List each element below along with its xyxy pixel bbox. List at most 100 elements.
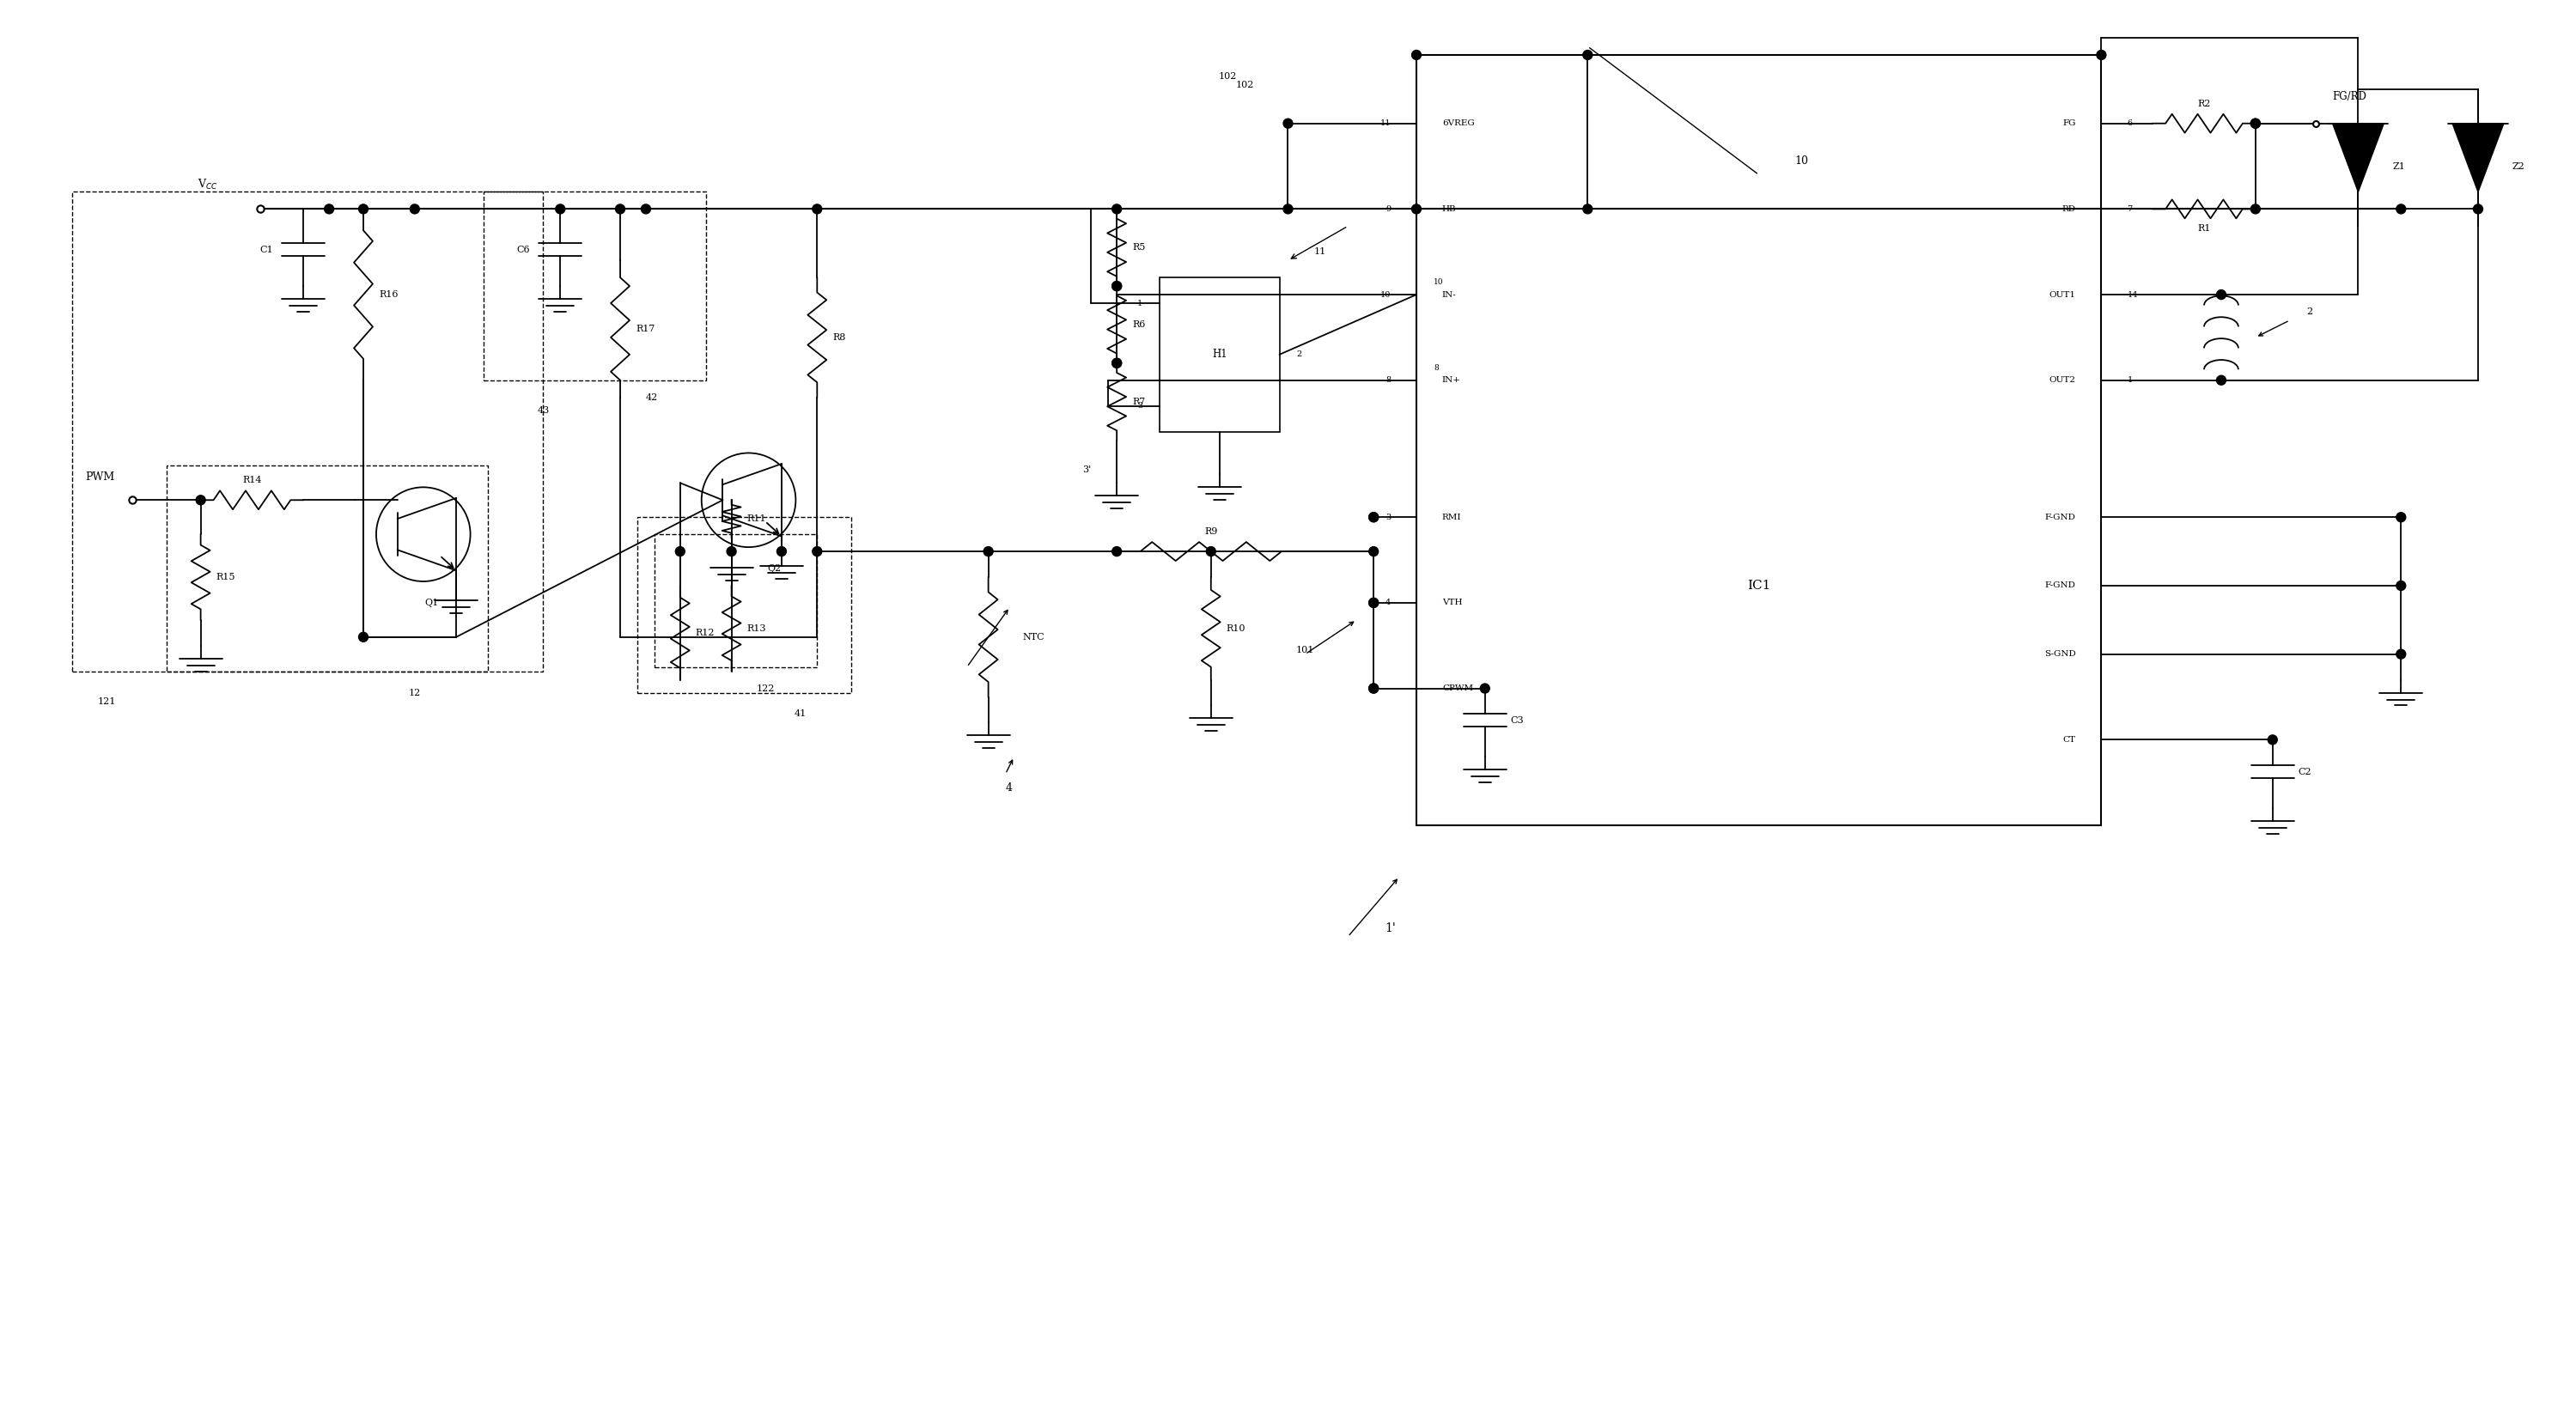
Circle shape <box>1481 684 1489 693</box>
Text: 101: 101 <box>1296 646 1314 655</box>
Text: R6: R6 <box>1133 320 1146 329</box>
Circle shape <box>1113 358 1121 368</box>
Text: 43: 43 <box>536 406 549 415</box>
Circle shape <box>984 546 994 556</box>
Text: 122: 122 <box>757 684 775 693</box>
Text: HB: HB <box>1443 205 1455 213</box>
Text: R1: R1 <box>2197 224 2210 233</box>
Circle shape <box>410 205 420 213</box>
Circle shape <box>1582 205 1592 213</box>
Circle shape <box>2215 375 2226 385</box>
Text: 3': 3' <box>1082 466 1092 474</box>
Circle shape <box>811 205 822 213</box>
Circle shape <box>2251 119 2259 128</box>
Circle shape <box>1368 598 1378 608</box>
Text: 3: 3 <box>1136 402 1141 409</box>
Text: 121: 121 <box>98 697 116 706</box>
Text: 14: 14 <box>2128 291 2138 299</box>
Text: IN-: IN- <box>1443 291 1455 299</box>
Text: IN+: IN+ <box>1443 377 1461 384</box>
Text: C2: C2 <box>2298 768 2311 776</box>
Text: RMI: RMI <box>1443 514 1461 521</box>
Text: OUT2: OUT2 <box>2048 377 2076 384</box>
Text: 1: 1 <box>1136 299 1141 308</box>
Circle shape <box>556 205 564 213</box>
Text: R5: R5 <box>1133 243 1146 251</box>
Circle shape <box>325 205 335 213</box>
Circle shape <box>1412 51 1422 59</box>
Bar <box>636 518 850 693</box>
Text: 11: 11 <box>1381 120 1391 127</box>
Text: PWM: PWM <box>85 471 116 483</box>
Text: 102: 102 <box>1218 72 1236 80</box>
Circle shape <box>358 205 368 213</box>
Text: FG/RD: FG/RD <box>2331 90 2367 102</box>
Text: 102: 102 <box>1236 80 1255 89</box>
Circle shape <box>1368 512 1378 522</box>
Circle shape <box>1283 205 1293 213</box>
Text: Z1: Z1 <box>2393 162 2406 171</box>
Bar <box>72 192 544 672</box>
Text: 10: 10 <box>1381 291 1391 299</box>
Circle shape <box>641 205 652 213</box>
Text: F-GND: F-GND <box>2045 514 2076 521</box>
Text: 10: 10 <box>1435 278 1443 286</box>
Text: FG: FG <box>2063 120 2076 127</box>
Text: C6: C6 <box>518 246 531 254</box>
Text: R9: R9 <box>1206 528 1218 536</box>
Text: R15: R15 <box>216 573 234 581</box>
Text: 41: 41 <box>793 710 806 718</box>
Polygon shape <box>2331 123 2383 192</box>
Circle shape <box>2267 735 2277 745</box>
Text: 8: 8 <box>1386 377 1391 384</box>
Circle shape <box>2396 512 2406 522</box>
Circle shape <box>1113 358 1121 368</box>
Circle shape <box>2396 649 2406 659</box>
Circle shape <box>2215 289 2226 299</box>
Bar <box>1417 55 2102 825</box>
Circle shape <box>1368 684 1378 693</box>
Circle shape <box>778 546 786 556</box>
Text: R7: R7 <box>1133 398 1146 406</box>
Text: R13: R13 <box>747 624 765 632</box>
Circle shape <box>1113 205 1121 213</box>
Text: H1: H1 <box>1211 349 1226 360</box>
Text: CPWM: CPWM <box>1443 684 1473 693</box>
Circle shape <box>1368 598 1378 608</box>
Bar <box>654 535 817 667</box>
Polygon shape <box>2452 123 2504 192</box>
Text: R2: R2 <box>2197 99 2210 109</box>
Text: C3: C3 <box>1510 717 1525 725</box>
Circle shape <box>811 546 822 556</box>
Text: OUT1: OUT1 <box>2048 291 2076 299</box>
Text: C1: C1 <box>260 246 273 254</box>
Text: 10: 10 <box>1795 155 1808 166</box>
Circle shape <box>1113 281 1121 291</box>
Circle shape <box>196 495 206 505</box>
Circle shape <box>2097 51 2107 59</box>
Text: 4: 4 <box>1386 598 1391 607</box>
Circle shape <box>1206 546 1216 556</box>
Text: 9: 9 <box>1386 205 1391 213</box>
Text: R11: R11 <box>747 515 765 523</box>
Circle shape <box>358 632 368 642</box>
Text: 3: 3 <box>1386 514 1391 521</box>
Circle shape <box>1368 512 1378 522</box>
Text: V$_{CC}$: V$_{CC}$ <box>198 178 219 192</box>
Text: 1: 1 <box>2128 377 2133 384</box>
Text: 1': 1' <box>1386 921 1396 934</box>
Bar <box>1159 278 1280 432</box>
Text: 42: 42 <box>647 394 657 402</box>
Text: 6VREG: 6VREG <box>1443 120 1473 127</box>
Text: R8: R8 <box>832 333 845 341</box>
Text: 6: 6 <box>2128 120 2133 127</box>
Circle shape <box>675 546 685 556</box>
Text: Q2: Q2 <box>768 564 781 573</box>
Text: Q1: Q1 <box>425 598 438 607</box>
Text: CT: CT <box>2063 737 2076 744</box>
Text: 7: 7 <box>2128 205 2133 213</box>
Circle shape <box>1368 684 1378 693</box>
Text: VTH: VTH <box>1443 598 1463 607</box>
Text: 2: 2 <box>2308 308 2313 316</box>
Bar <box>167 466 487 672</box>
